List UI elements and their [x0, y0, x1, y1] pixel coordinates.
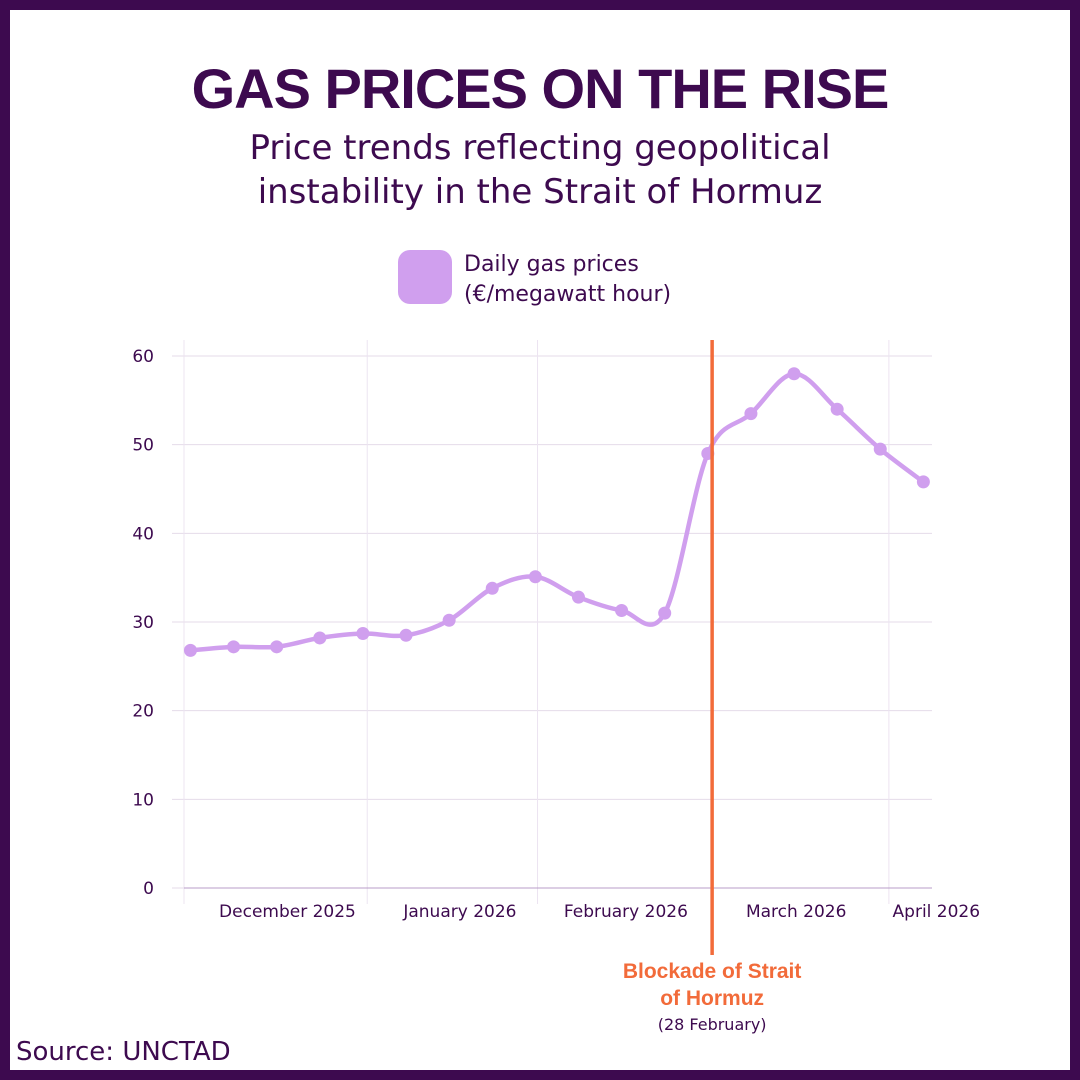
chart-subtitle: Price trends reflecting geopolitical ins…: [0, 126, 1080, 214]
y-tick-label-30: 30: [132, 613, 154, 633]
x-tick-label-2: February 2026: [564, 902, 688, 922]
data-point-7: [485, 581, 499, 595]
data-point-9: [571, 590, 585, 604]
x-tick-label-4: April 2026: [893, 902, 981, 922]
y-tick-label-20: 20: [132, 702, 154, 722]
subtitle-line-2: instability in the Strait of Hormuz: [257, 172, 823, 212]
data-point-0: [183, 643, 197, 657]
data-point-5: [399, 628, 413, 642]
data-point-14: [787, 367, 801, 381]
data-point-3: [313, 631, 327, 645]
data-point-4: [356, 627, 370, 641]
x-tick-label-3: March 2026: [746, 902, 847, 922]
legend-swatch: [398, 250, 452, 304]
subtitle-line-1: Price trends reflecting geopolitical: [249, 128, 831, 168]
chart-frame: [10, 10, 1070, 1070]
y-tick-label-60: 60: [132, 347, 154, 367]
data-point-1: [227, 640, 241, 654]
data-point-13: [744, 407, 758, 421]
x-tick-label-1: January 2026: [402, 902, 516, 922]
data-point-11: [658, 606, 672, 620]
x-tick-label-0: December 2025: [219, 902, 356, 922]
data-point-6: [442, 613, 456, 627]
legend-label-line-2: (€/megawatt hour): [464, 282, 672, 307]
y-tick-label-40: 40: [132, 524, 154, 544]
data-point-15: [830, 402, 844, 416]
data-point-16: [873, 442, 887, 456]
y-tick-label-50: 50: [132, 436, 154, 456]
data-point-8: [528, 570, 542, 584]
blockade-label-line-2: of Hormuz: [660, 987, 764, 1010]
legend-label: Daily gas prices (€/megawatt hour): [464, 250, 671, 310]
legend-label-line-1: Daily gas prices: [464, 252, 639, 277]
source-label: Source: UNCTAD: [10, 1034, 250, 1070]
data-point-10: [615, 603, 629, 617]
series-line-0: [188, 371, 926, 653]
blockade-date-label: (28 February): [658, 1015, 767, 1034]
data-point-2: [270, 640, 284, 654]
y-tick-label-0: 0: [143, 879, 154, 899]
chart-title: GAS PRICES ON THE RISE: [191, 57, 890, 120]
blockade-label-line-1: Blockade of Strait: [623, 960, 802, 983]
data-point-17: [916, 475, 930, 489]
y-tick-label-10: 10: [132, 790, 154, 810]
